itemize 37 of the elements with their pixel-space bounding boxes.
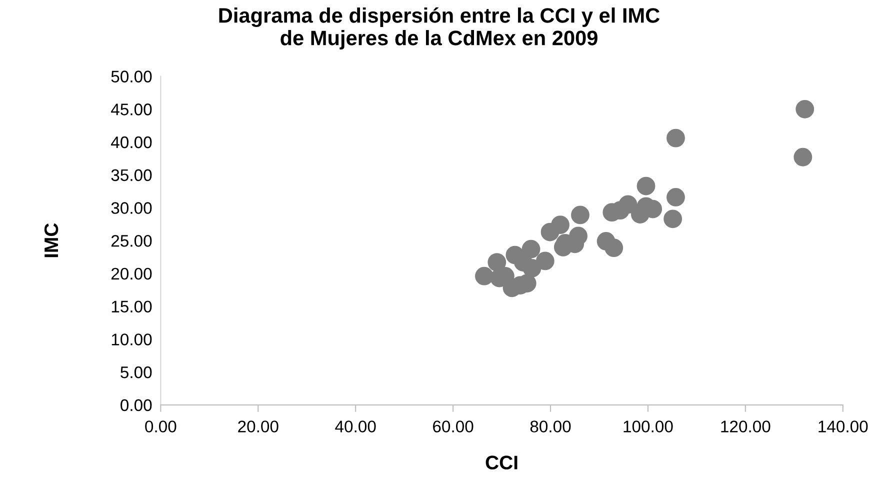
y-tick-label: 20.00 <box>111 268 152 280</box>
point <box>522 240 540 258</box>
point <box>514 253 532 272</box>
point <box>540 222 560 242</box>
point <box>571 206 590 224</box>
x-tick-label: 40.00 <box>335 420 376 432</box>
point <box>630 205 650 224</box>
y-tick-label: 40.00 <box>111 136 152 148</box>
point <box>666 128 685 148</box>
x-tick-label: 140.00 <box>818 420 868 432</box>
y-tick-label: 5.00 <box>120 366 152 378</box>
y-tick-label: 50.00 <box>111 70 152 82</box>
y-axis-title: IMC <box>44 223 58 258</box>
x-axis-title: CCI <box>486 456 518 470</box>
point <box>796 100 814 118</box>
x-tick-label: 120.00 <box>721 420 770 432</box>
point <box>664 210 682 228</box>
point <box>666 188 685 206</box>
x-tick-label: 20.00 <box>238 420 278 432</box>
point <box>536 252 554 270</box>
x-tick-label: 60.00 <box>433 420 474 432</box>
y-tick-label: 35.00 <box>111 169 152 182</box>
point <box>488 253 506 272</box>
y-tick-label: 15.00 <box>112 300 152 313</box>
x-tick-label: 100.00 <box>624 420 673 432</box>
x-tick-label: 80.00 <box>530 420 571 432</box>
point <box>596 232 616 250</box>
y-tick-label: 30.00 <box>111 202 152 214</box>
point <box>794 148 812 166</box>
point <box>475 266 494 286</box>
y-tick-label: 10.00 <box>112 334 152 346</box>
y-tick-label: 45.00 <box>111 104 152 116</box>
chart-title: Diagrama de dispersión entre la CCI y el IMC de Mujeres de la CdMex en 2009 <box>219 7 660 50</box>
x-tick-label: 0.00 <box>145 420 176 432</box>
y-tick-label: 25.00 <box>111 234 152 247</box>
y-tick-label: 0.00 <box>120 399 152 412</box>
point <box>636 176 656 196</box>
